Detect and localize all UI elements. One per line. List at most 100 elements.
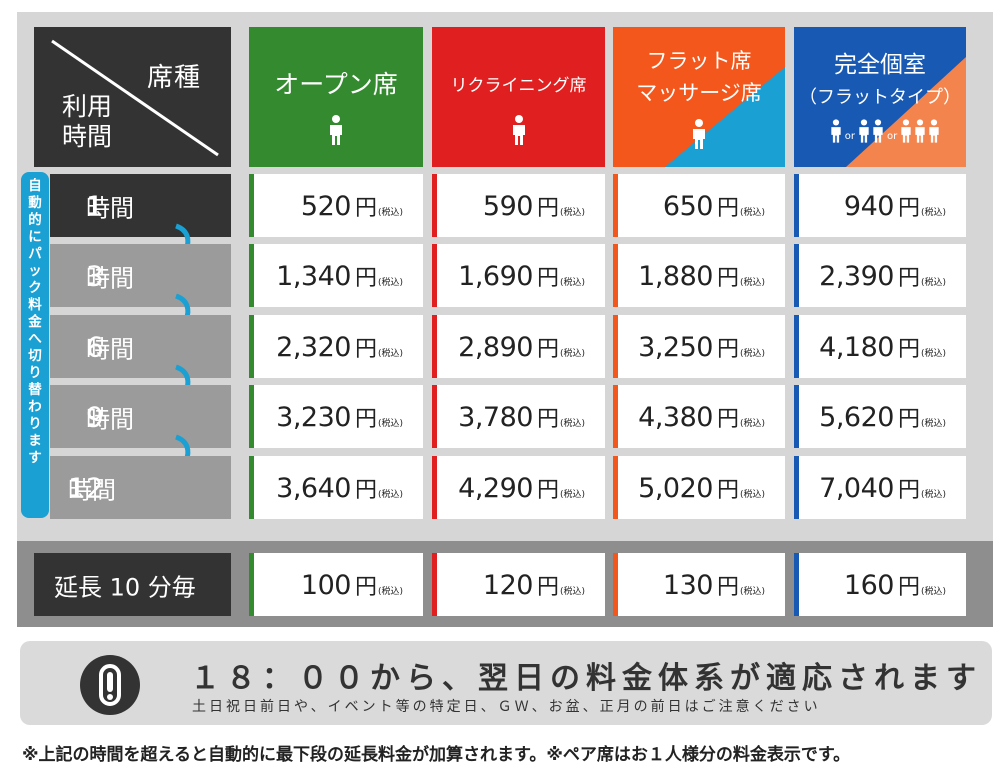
price-number: 4,180 <box>819 331 894 363</box>
price-value: 120 円(税込) <box>483 569 585 601</box>
price-value: 130 円(税込) <box>663 569 765 601</box>
column-color-bar <box>613 315 618 378</box>
tax-label: (税込) <box>920 586 946 597</box>
price-cell: 4,380 円(税込) <box>613 385 785 448</box>
or-label: or <box>844 131 855 142</box>
tax-label: (税込) <box>559 418 585 429</box>
yen-label: 円 <box>354 336 377 362</box>
yen-label: 円 <box>536 336 559 362</box>
yen-label: 円 <box>354 406 377 432</box>
price-number: 1,690 <box>458 260 533 292</box>
person-icon <box>512 115 525 145</box>
yen-label: 円 <box>536 406 559 432</box>
column-color-bar <box>249 315 254 378</box>
price-number: 520 <box>300 190 352 222</box>
extension-price-cell: 100 円(税込) <box>249 553 423 616</box>
tax-label: (税込) <box>739 348 765 359</box>
extension-price-cell: 130 円(税込) <box>613 553 785 616</box>
accent-triangle <box>665 67 785 167</box>
column-flat-label: フラット席 <box>646 49 752 73</box>
person-icon <box>330 115 342 145</box>
price-number: 2,890 <box>458 331 533 363</box>
tax-label: (税込) <box>377 586 403 597</box>
price-value: 3,230 円(税込) <box>276 401 403 433</box>
price-value: 5,020 円(税込) <box>638 472 765 504</box>
accent-triangle <box>846 57 966 167</box>
column-color-bar <box>613 456 618 519</box>
price-value: 1,690 円(税込) <box>458 260 585 292</box>
row-unit: 時間 <box>86 264 134 292</box>
column-color-bar <box>249 553 254 616</box>
price-number: 3,230 <box>276 401 351 433</box>
column-color-bar <box>432 553 437 616</box>
price-value: 4,380 円(税込) <box>638 401 765 433</box>
yen-label: 円 <box>716 574 739 600</box>
auto-pack-switch-note: 自動的にパック料金へ切り替わります <box>21 172 49 518</box>
price-cell: 4,180 円(税込) <box>794 315 966 378</box>
price-number: 3,780 <box>458 401 533 433</box>
tax-label: (税込) <box>920 348 946 359</box>
price-value: 5,620 円(税込) <box>819 401 946 433</box>
tax-label: (税込) <box>920 207 946 218</box>
price-number: 2,390 <box>819 260 894 292</box>
exclamation-icon <box>80 655 140 715</box>
column-massage-label: マッサージ席 <box>636 81 762 105</box>
tax-label: (税込) <box>739 489 765 500</box>
column-color-bar <box>249 174 254 237</box>
column-color-bar <box>432 385 437 448</box>
price-value: 520 円(税込) <box>301 190 403 222</box>
notice-box: １８：００から、翌日の料金体系が適応されます 土日祝日前日や、イベント等の特定日… <box>20 641 992 725</box>
row-label: 9 時間 <box>50 385 231 448</box>
price-value: 3,250 円(税込) <box>638 331 765 363</box>
header-corner: 席種 利用時間 <box>34 27 231 167</box>
column-color-bar <box>794 244 799 307</box>
price-cell: 1,340 円(税込) <box>249 244 423 307</box>
price-value: 2,320 円(税込) <box>276 331 403 363</box>
column-color-bar <box>613 385 618 448</box>
yen-label: 円 <box>354 574 377 600</box>
price-cell: 520 円(税込) <box>249 174 423 237</box>
yen-label: 円 <box>716 195 739 221</box>
column-private-room: 完全個室 （フラットタイプ） or or <box>794 27 966 167</box>
column-reclining-seat: リクライニング席 <box>432 27 605 167</box>
yen-label: 円 <box>716 406 739 432</box>
price-cell: 3,230 円(税込) <box>249 385 423 448</box>
price-number: 130 <box>662 569 714 601</box>
column-color-bar <box>249 385 254 448</box>
price-cell: 650 円(税込) <box>613 174 785 237</box>
tax-label: (税込) <box>377 348 403 359</box>
yen-label: 円 <box>897 574 920 600</box>
row-hours: 9 <box>86 400 104 433</box>
yen-label: 円 <box>536 477 559 503</box>
yen-label: 円 <box>897 265 920 291</box>
column-color-bar <box>432 456 437 519</box>
tax-label: (税込) <box>559 348 585 359</box>
extension-price-cell: 160 円(税込) <box>794 553 966 616</box>
row-hours: 3 <box>86 259 104 292</box>
price-value: 650 円(税込) <box>663 190 765 222</box>
extension-label-text: 延長 10 分毎 <box>54 573 196 601</box>
price-cell: 1,880 円(税込) <box>613 244 785 307</box>
price-cell: 5,620 円(税込) <box>794 385 966 448</box>
price-value: 1,880 円(税込) <box>638 260 765 292</box>
price-number: 3,640 <box>276 472 351 504</box>
price-number: 4,380 <box>638 401 713 433</box>
yen-label: 円 <box>716 336 739 362</box>
row-hours: 12 <box>68 471 104 504</box>
or-label: or <box>887 131 898 142</box>
price-cell: 3,780 円(税込) <box>432 385 605 448</box>
column-color-bar <box>794 385 799 448</box>
seat-type-label: 席種 <box>146 63 201 93</box>
column-color-bar <box>794 174 799 237</box>
price-value: 1,340 円(税込) <box>276 260 403 292</box>
price-cell: 590 円(税込) <box>432 174 605 237</box>
price-number: 1,880 <box>638 260 713 292</box>
price-number: 590 <box>482 190 534 222</box>
tax-label: (税込) <box>377 489 403 500</box>
column-color-bar <box>249 244 254 307</box>
row-label: 3 時間 <box>50 244 231 307</box>
yen-label: 円 <box>536 574 559 600</box>
column-private-label: 完全個室 <box>834 52 926 78</box>
yen-label: 円 <box>354 195 377 221</box>
notice-headline: １８：００から、翌日の料金体系が適応されます <box>190 661 982 696</box>
